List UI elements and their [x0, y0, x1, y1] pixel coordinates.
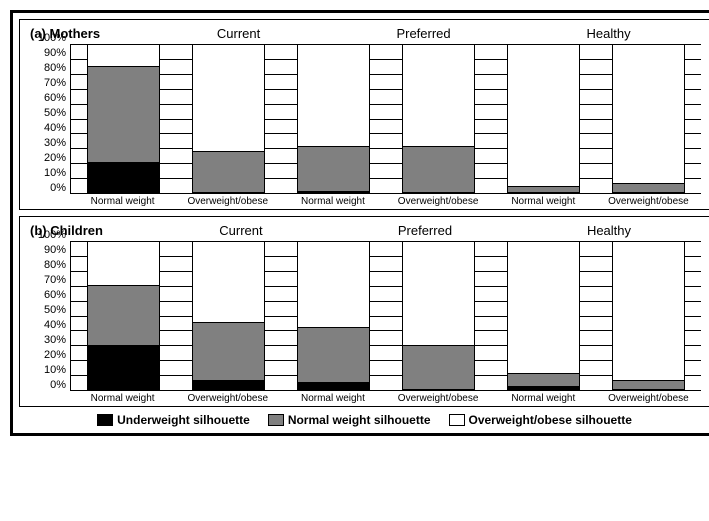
plot-b — [70, 241, 701, 391]
group-labels-b: Current Preferred Healthy — [103, 223, 701, 238]
legend-label: Normal weight silhouette — [288, 413, 431, 427]
bar-slot — [491, 241, 596, 390]
bar-slot — [386, 241, 491, 390]
group-label-healthy-a: Healthy — [516, 26, 701, 41]
segment-underweight — [508, 387, 580, 390]
x-axis-a: Normal weight Overweight/obese Normal we… — [28, 196, 701, 207]
bars-a — [71, 44, 701, 193]
bar-slot — [491, 44, 596, 193]
x-label: Normal weight — [491, 196, 596, 207]
segment-normal — [508, 187, 580, 193]
segment-underweight — [193, 381, 265, 390]
segment-underweight — [298, 192, 370, 193]
stacked-bar — [402, 241, 476, 390]
x-label: Overweight/obese — [386, 393, 491, 404]
segment-overweight — [508, 45, 580, 187]
x-label: Overweight/obese — [175, 393, 280, 404]
legend-swatch-overweight — [449, 414, 465, 426]
segment-normal — [508, 374, 580, 387]
stacked-bar — [402, 44, 476, 193]
group-labels-a: Current Preferred Healthy — [100, 26, 701, 41]
bar-slot — [596, 44, 701, 193]
segment-overweight — [508, 242, 580, 374]
legend-item-normal: Normal weight silhouette — [268, 413, 431, 427]
bar-slot — [71, 44, 176, 193]
segment-underweight — [298, 383, 370, 390]
segment-normal — [298, 328, 370, 383]
stacked-bar — [507, 44, 581, 193]
segment-overweight — [613, 45, 685, 184]
segment-normal — [298, 147, 370, 191]
bar-slot — [386, 44, 491, 193]
legend-item-overweight: Overweight/obese silhouette — [449, 413, 632, 427]
panel-mothers: (a) Mothers Current Preferred Healthy 10… — [19, 19, 709, 210]
segment-overweight — [193, 242, 265, 323]
stacked-bar — [87, 44, 161, 193]
legend-item-underweight: Underweight silhouette — [97, 413, 250, 427]
y-axis-a: 100% 90% 80% 70% 60% 50% 40% 30% 20% 10%… — [28, 44, 70, 194]
segment-normal — [193, 323, 265, 381]
legend-swatch-underweight — [97, 414, 113, 426]
stacked-bar — [297, 241, 371, 390]
legend: Underweight silhouette Normal weight sil… — [19, 413, 709, 427]
x-axis-b: Normal weight Overweight/obese Normal we… — [28, 393, 701, 404]
segment-underweight — [88, 346, 160, 390]
bar-slot — [71, 241, 176, 390]
panel-children: (b) Children Current Preferred Healthy 1… — [19, 216, 709, 407]
legend-label: Overweight/obese silhouette — [469, 413, 632, 427]
group-label-healthy-b: Healthy — [517, 223, 701, 238]
segment-overweight — [403, 45, 475, 147]
bars-b — [71, 241, 701, 390]
x-label: Overweight/obese — [596, 393, 701, 404]
group-label-preferred-b: Preferred — [333, 223, 517, 238]
panel-header-mothers: (a) Mothers Current Preferred Healthy — [28, 26, 701, 44]
bar-slot — [281, 241, 386, 390]
segment-normal — [88, 286, 160, 345]
bar-slot — [281, 44, 386, 193]
segment-normal — [88, 67, 160, 163]
stacked-bar — [612, 44, 686, 193]
x-label: Normal weight — [70, 196, 175, 207]
segment-normal — [613, 184, 685, 193]
group-label-preferred-a: Preferred — [331, 26, 516, 41]
segment-overweight — [298, 45, 370, 147]
figure-container: (a) Mothers Current Preferred Healthy 10… — [10, 10, 709, 436]
x-label: Normal weight — [280, 393, 385, 404]
y-axis-b: 100% 90% 80% 70% 60% 50% 40% 30% 20% 10%… — [28, 241, 70, 391]
bar-slot — [596, 241, 701, 390]
legend-label: Underweight silhouette — [117, 413, 250, 427]
segment-normal — [193, 152, 265, 193]
segment-overweight — [298, 242, 370, 328]
segment-overweight — [88, 45, 160, 67]
segment-normal — [403, 147, 475, 193]
segment-overweight — [193, 45, 265, 152]
group-label-current-b: Current — [149, 223, 333, 238]
legend-swatch-normal — [268, 414, 284, 426]
segment-normal — [403, 346, 475, 390]
segment-overweight — [613, 242, 685, 381]
bar-slot — [176, 241, 281, 390]
x-label: Overweight/obese — [175, 196, 280, 207]
segment-overweight — [88, 242, 160, 286]
x-label: Normal weight — [491, 393, 596, 404]
x-label: Overweight/obese — [596, 196, 701, 207]
stacked-bar — [192, 241, 266, 390]
segment-underweight — [88, 163, 160, 193]
stacked-bar — [507, 241, 581, 390]
stacked-bar — [612, 241, 686, 390]
panel-header-children: (b) Children Current Preferred Healthy — [28, 223, 701, 241]
stacked-bar — [297, 44, 371, 193]
segment-normal — [613, 381, 685, 390]
bar-slot — [176, 44, 281, 193]
x-label: Normal weight — [280, 196, 385, 207]
chart-area-b: 100% 90% 80% 70% 60% 50% 40% 30% 20% 10%… — [28, 241, 701, 391]
group-label-current-a: Current — [146, 26, 331, 41]
stacked-bar — [192, 44, 266, 193]
chart-area-a: 100% 90% 80% 70% 60% 50% 40% 30% 20% 10%… — [28, 44, 701, 194]
plot-a — [70, 44, 701, 194]
x-label: Overweight/obese — [386, 196, 491, 207]
x-label: Normal weight — [70, 393, 175, 404]
stacked-bar — [87, 241, 161, 390]
segment-overweight — [403, 242, 475, 346]
